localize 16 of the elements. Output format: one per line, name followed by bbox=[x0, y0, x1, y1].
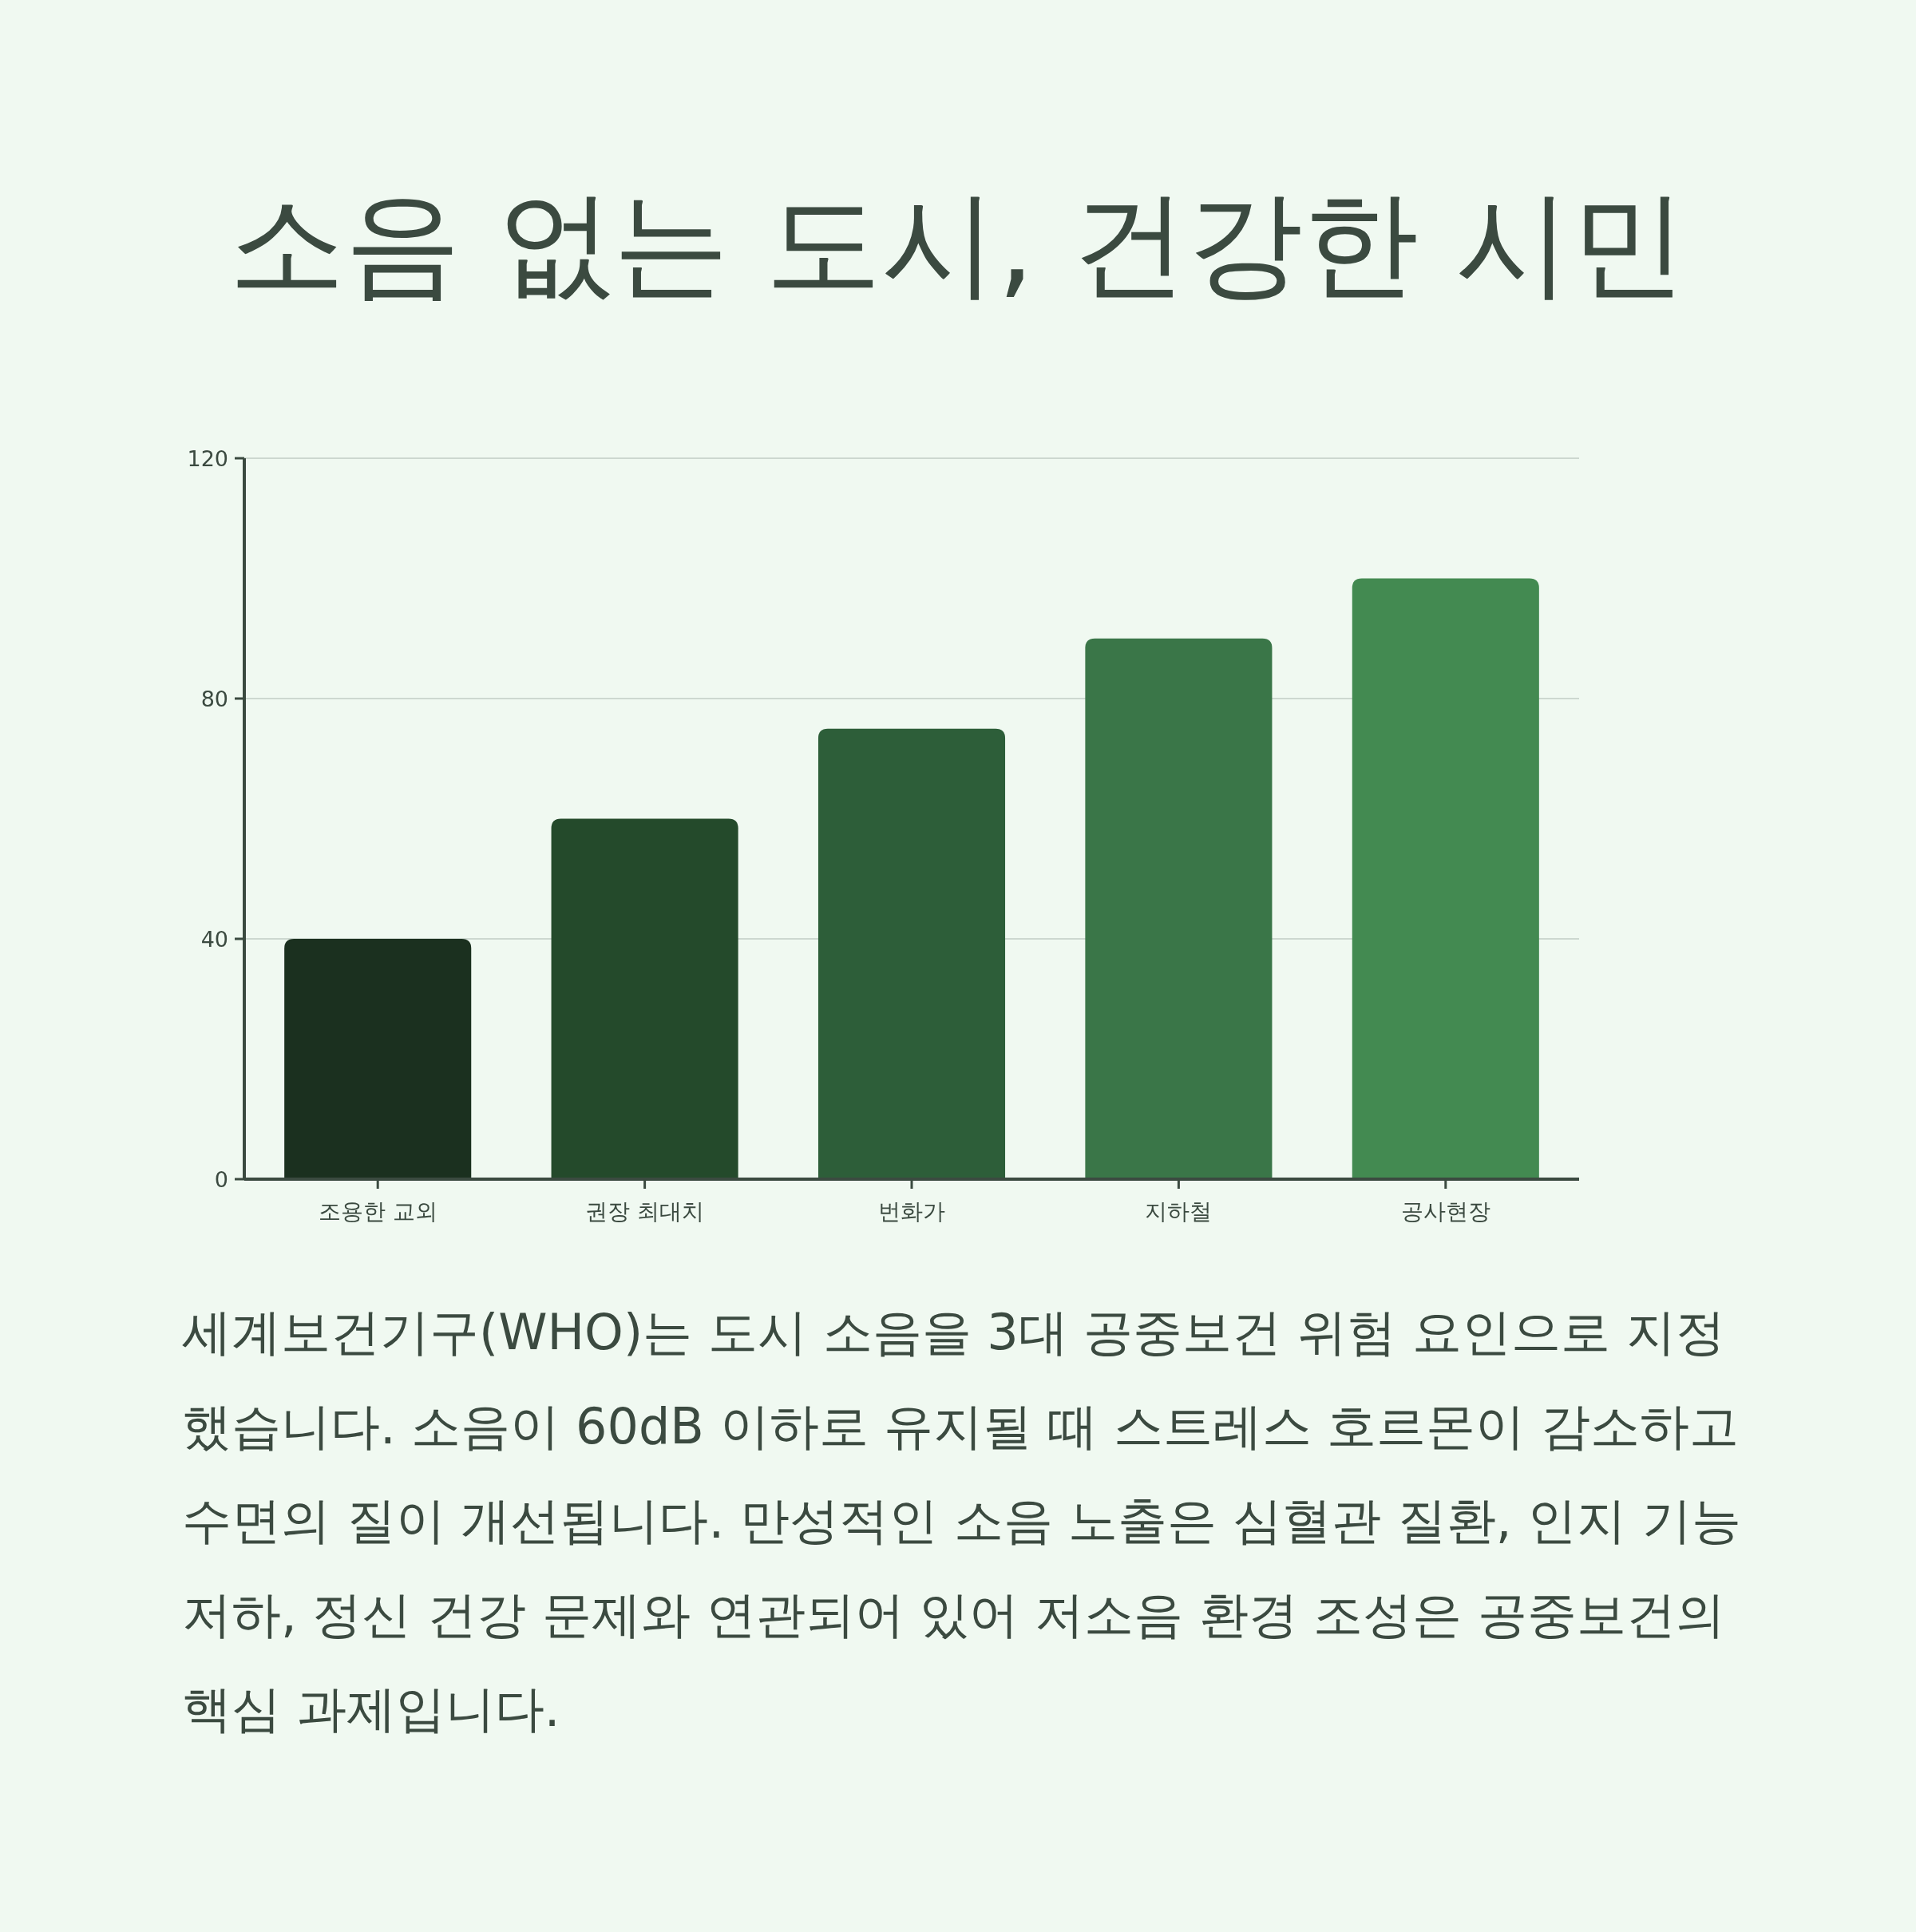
y-tick-label: 120 bbox=[187, 445, 228, 471]
chart-title: 소음 없는 도시, 건강한 시민 bbox=[228, 175, 1688, 312]
bar bbox=[551, 818, 738, 1179]
bar bbox=[1352, 578, 1539, 1179]
y-tick-label: 40 bbox=[200, 926, 228, 952]
bar bbox=[817, 728, 1006, 1179]
y-tick-label: 80 bbox=[200, 686, 228, 711]
bar bbox=[1085, 638, 1273, 1179]
x-tick-label: 권장 최대치 bbox=[585, 1198, 705, 1225]
bar bbox=[284, 939, 472, 1179]
x-tick-label: 지하철 bbox=[1145, 1198, 1213, 1225]
x-tick-label: 조용한 교외 bbox=[318, 1198, 437, 1225]
y-tick-label: 0 bbox=[214, 1166, 228, 1192]
text: 세계보건기구(WHO)는 도시 소음을 3대 공중보건 위험 요인으로 지정했습니다. 소음이 60dB 이하로 유지될 때 스트레스 호르몬이 감소하고 수면의 질이 개선됩니다. 만성적인 소음 노출은 심혈관 질환, 인지 기능 저하, 정신 건강 문제와 연관되어 있어 저소음 환경 조성은 공중보건의 핵심 과제입니다. bbox=[182, 1302, 1742, 1740]
x-tick-label: 공사현장 bbox=[1400, 1198, 1490, 1225]
x-tick-label: 번화가 bbox=[878, 1198, 945, 1225]
